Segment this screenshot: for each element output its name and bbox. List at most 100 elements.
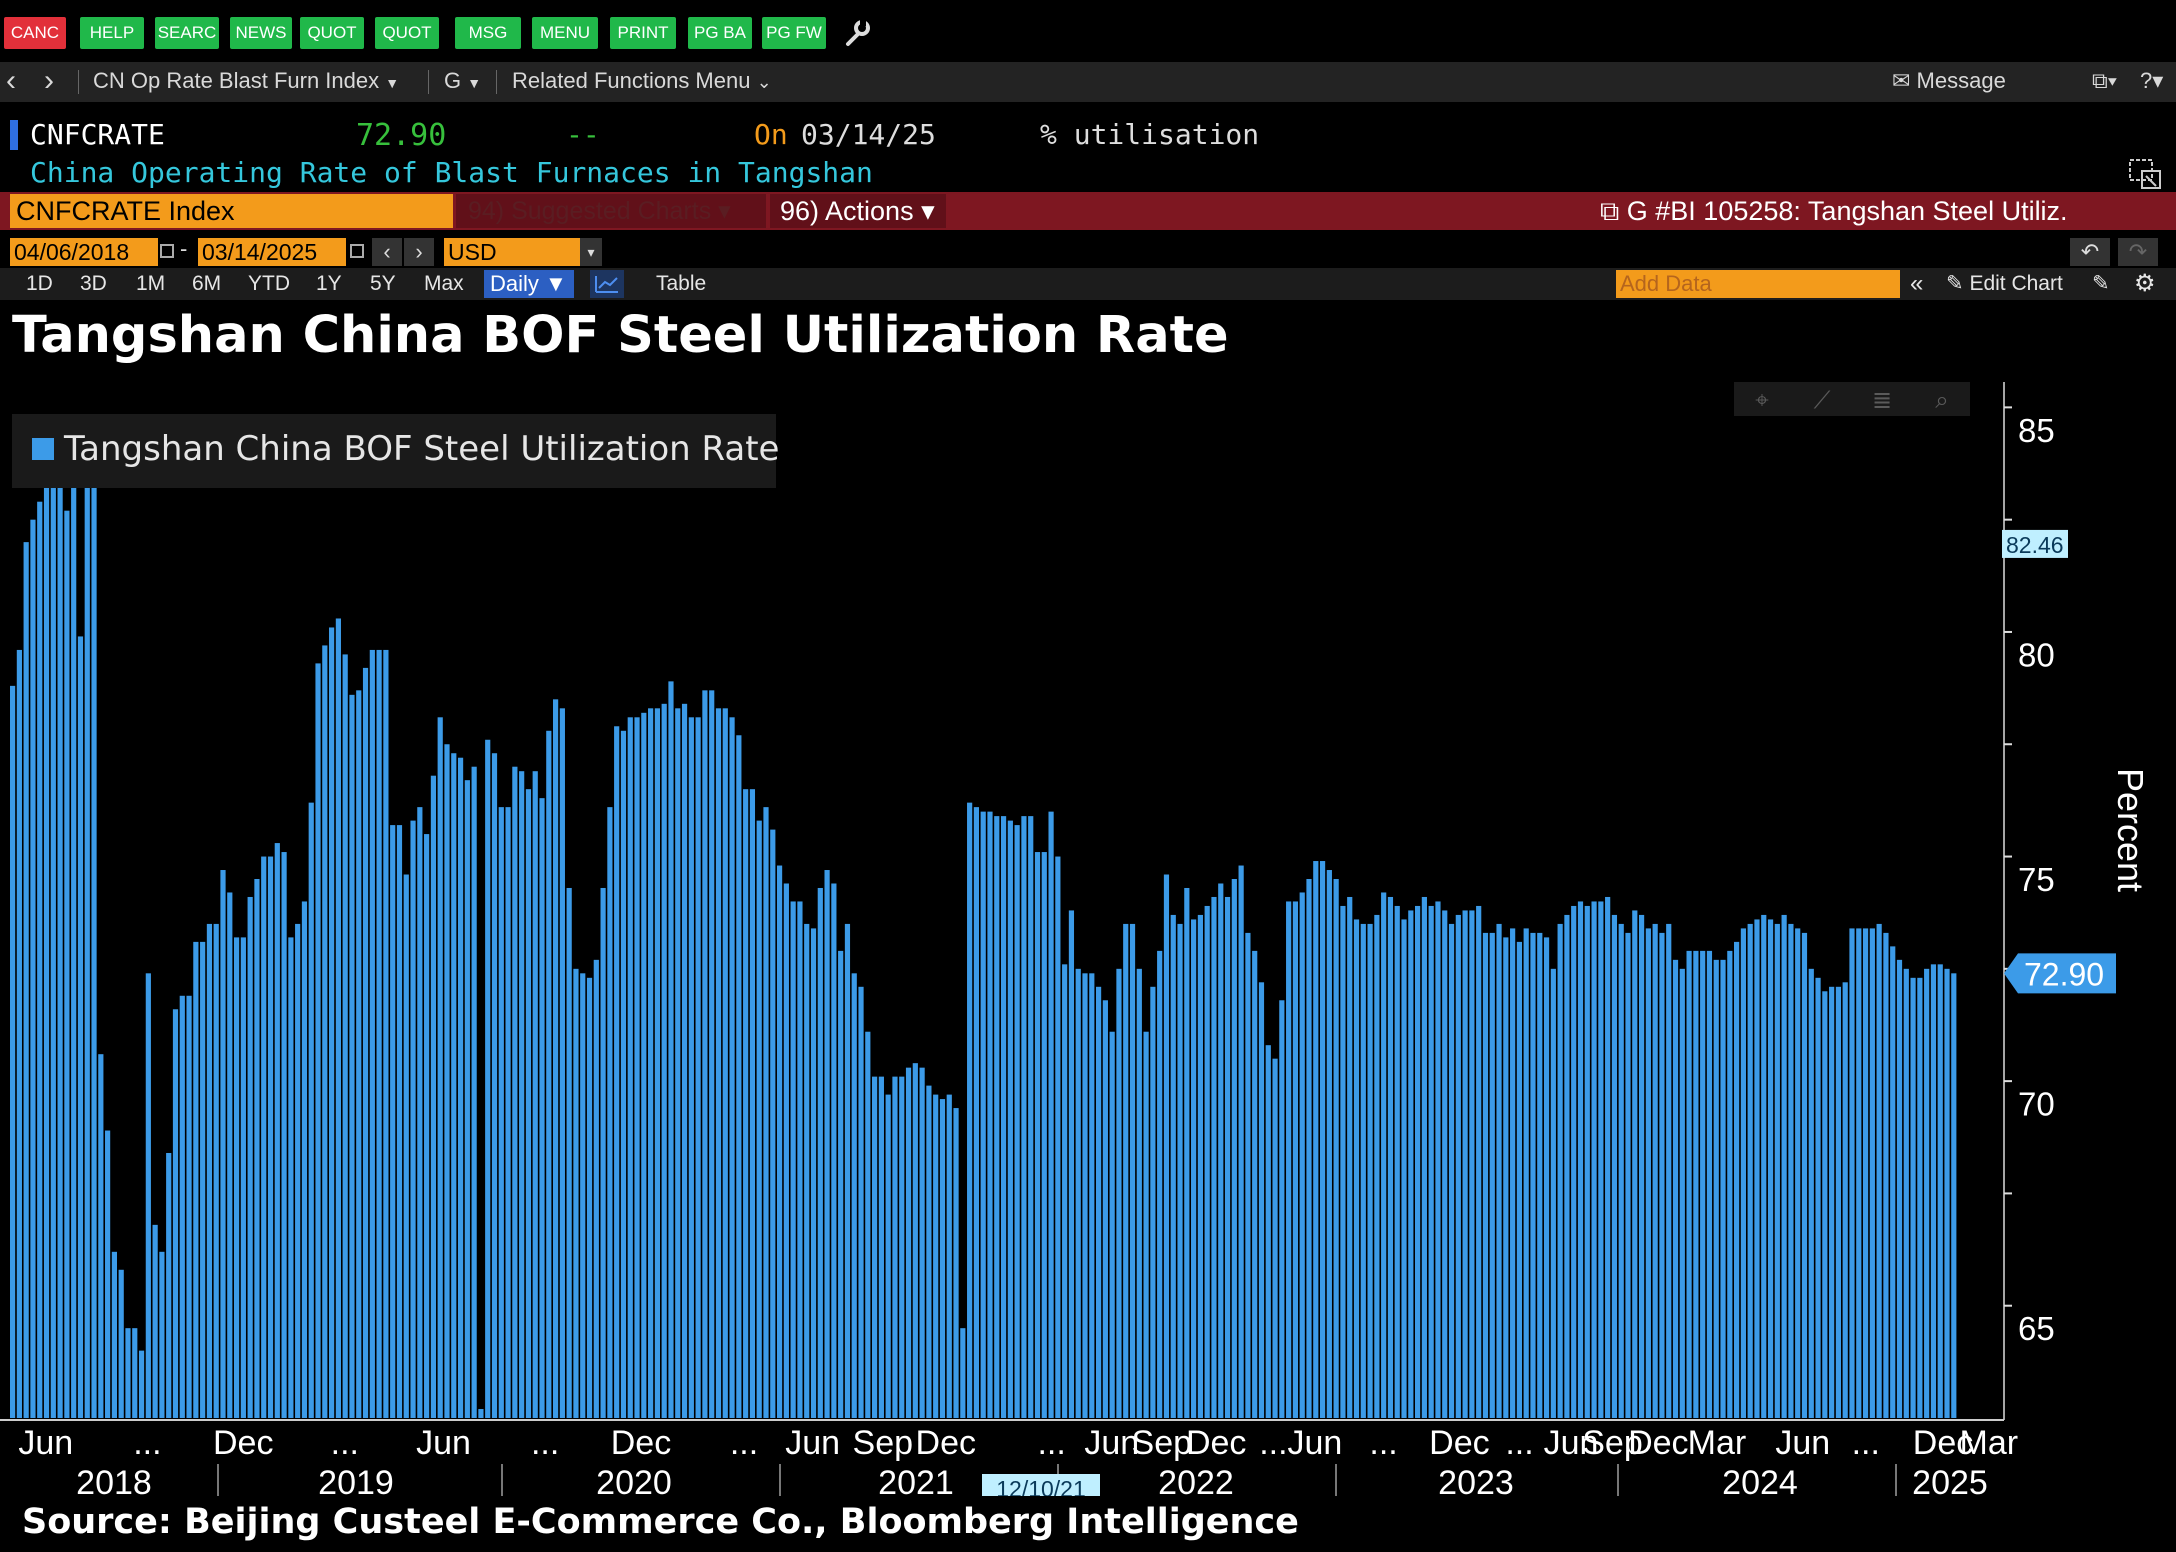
bar xyxy=(1068,910,1075,1418)
security-menu[interactable]: CN Op Rate Blast Furn Index ▼ xyxy=(93,68,399,94)
bar xyxy=(91,474,97,1418)
bar xyxy=(1191,919,1197,1418)
bar xyxy=(403,874,409,1418)
bar xyxy=(37,501,43,1418)
edit-chart-button[interactable]: ✎ Edit Chart xyxy=(1946,270,2063,298)
add-data-input[interactable]: Add Data xyxy=(1616,270,1900,298)
bar xyxy=(1489,932,1495,1418)
bar xyxy=(1917,977,1923,1418)
collapse-icon[interactable]: « xyxy=(1910,270,1924,297)
help-menu[interactable]: ?▾ xyxy=(2140,68,2164,93)
x-month-label: Jun xyxy=(1084,1424,1139,1462)
legend: Tangshan China BOF Steel Utilization Rat… xyxy=(12,414,779,488)
currency-dropdown-icon[interactable]: ▾ xyxy=(580,238,602,266)
bar xyxy=(132,1328,138,1418)
prev-period-button[interactable]: ‹ xyxy=(372,238,402,266)
period-button-3d[interactable]: 3D xyxy=(80,272,107,295)
line-chart-icon[interactable] xyxy=(590,270,624,298)
bar xyxy=(1360,923,1366,1418)
message-button[interactable]: ✉ Message xyxy=(1892,68,2006,94)
bar xyxy=(1306,879,1312,1418)
annotate-icon[interactable]: ✎ xyxy=(2092,272,2110,295)
function-key-quot[interactable]: QUOT xyxy=(300,17,364,49)
bar xyxy=(444,744,450,1418)
bar xyxy=(1109,1031,1115,1418)
x-month-label: Dec xyxy=(1628,1424,1688,1462)
period-button-ytd[interactable]: YTD xyxy=(248,272,290,295)
wrench-icon[interactable] xyxy=(842,18,872,48)
settings-gear-icon[interactable]: ⚙ xyxy=(2134,270,2156,297)
next-period-button[interactable]: › xyxy=(404,238,434,266)
bar xyxy=(491,753,498,1418)
suggested-charts-button[interactable]: 94) Suggested Charts ▾ xyxy=(456,194,766,228)
bar-chart[interactable]: ⌖ ⟋ ≣ ⌕ Tangshan China BOF Steel Utiliza… xyxy=(0,370,2176,1496)
crosshair-value-box xyxy=(2002,529,2068,558)
bar xyxy=(1727,950,1733,1418)
suggested-charts-label: 94) Suggested Charts xyxy=(468,197,712,225)
period-button-max[interactable]: Max xyxy=(424,272,464,295)
bar xyxy=(1102,1000,1108,1418)
bar xyxy=(329,627,335,1418)
chart-id-link[interactable]: ⧉ G #BI 105258: Tangshan Steel Utiliz. xyxy=(1600,194,2068,228)
period-button-5y[interactable]: 5Y xyxy=(370,272,396,295)
currency-field[interactable]: USD xyxy=(444,238,580,266)
security-field[interactable]: CNFCRATE Index xyxy=(10,194,453,228)
function-key-pg-ba[interactable]: PG BA xyxy=(688,17,752,49)
legend-background xyxy=(12,414,776,488)
function-key-help[interactable]: HELP xyxy=(80,17,144,49)
zoom-icon[interactable]: ⌕ xyxy=(1935,386,1948,414)
function-key-msg[interactable]: MSG xyxy=(455,17,521,49)
function-key-print[interactable]: PRINT xyxy=(610,17,676,49)
bar xyxy=(668,681,674,1418)
bar xyxy=(57,429,63,1418)
bar xyxy=(865,1031,871,1418)
window-menu-icon[interactable]: ⧉▾ xyxy=(2092,68,2117,93)
bar xyxy=(1516,941,1523,1418)
popout-icon[interactable] xyxy=(2128,158,2162,190)
redo-icon[interactable]: ↷ xyxy=(2118,238,2158,266)
last-value-tag-label: 72.90 xyxy=(2024,956,2104,992)
x-month-label: ... xyxy=(1852,1424,1880,1462)
last-value-tag xyxy=(2004,953,2116,994)
undo-icon[interactable]: ↶ xyxy=(2070,238,2110,266)
bar xyxy=(1258,982,1265,1418)
x-month-label: Dec xyxy=(611,1424,671,1462)
function-key-canc[interactable]: CANC xyxy=(4,17,66,49)
table-button[interactable]: Table xyxy=(656,272,707,295)
function-key-searc[interactable]: SEARC xyxy=(155,17,219,49)
bar xyxy=(729,717,735,1418)
bar xyxy=(342,654,348,1418)
bar xyxy=(1598,901,1604,1418)
end-date-field[interactable]: 03/14/2025 xyxy=(198,238,346,266)
start-date-field[interactable]: 04/06/2018 xyxy=(10,238,158,266)
actions-menu[interactable]: 96) Actions ▾ xyxy=(770,194,946,228)
y-tick-label: 85 xyxy=(2018,412,2055,449)
draw-line-icon[interactable]: ⟋ xyxy=(1814,386,1831,414)
change-value: -- xyxy=(566,118,600,151)
frequency-dropdown[interactable]: Daily ▼ xyxy=(484,270,574,298)
x-month-label: Mar xyxy=(1688,1424,1747,1462)
forward-arrow-icon[interactable]: › xyxy=(44,64,54,97)
bar xyxy=(1584,905,1590,1418)
bar xyxy=(1543,937,1550,1418)
related-functions-menu[interactable]: Related Functions Menu ⌄ xyxy=(512,68,772,94)
function-menu[interactable]: G ▼ xyxy=(444,68,481,94)
function-key-quot[interactable]: QUOT xyxy=(375,17,439,49)
bar xyxy=(614,726,620,1418)
period-button-1d[interactable]: 1D xyxy=(26,272,53,295)
bar xyxy=(1272,1058,1278,1418)
period-button-1y[interactable]: 1Y xyxy=(316,272,342,295)
function-key-news[interactable]: NEWS xyxy=(230,17,292,49)
function-key-pg-fw[interactable]: PG FW xyxy=(762,17,826,49)
crosshair-icon[interactable]: ⌖ xyxy=(1755,386,1769,414)
calendar-icon[interactable] xyxy=(350,244,364,258)
period-button-1m[interactable]: 1M xyxy=(136,272,166,295)
function-key-menu[interactable]: MENU xyxy=(532,17,598,49)
period-button-6m[interactable]: 6M xyxy=(192,272,222,295)
bar xyxy=(315,663,321,1418)
bar xyxy=(1638,914,1645,1418)
bar xyxy=(519,771,525,1418)
calendar-icon[interactable] xyxy=(160,244,174,258)
data-table-icon[interactable]: ≣ xyxy=(1872,386,1892,414)
back-arrow-icon[interactable]: ‹ xyxy=(6,64,16,97)
